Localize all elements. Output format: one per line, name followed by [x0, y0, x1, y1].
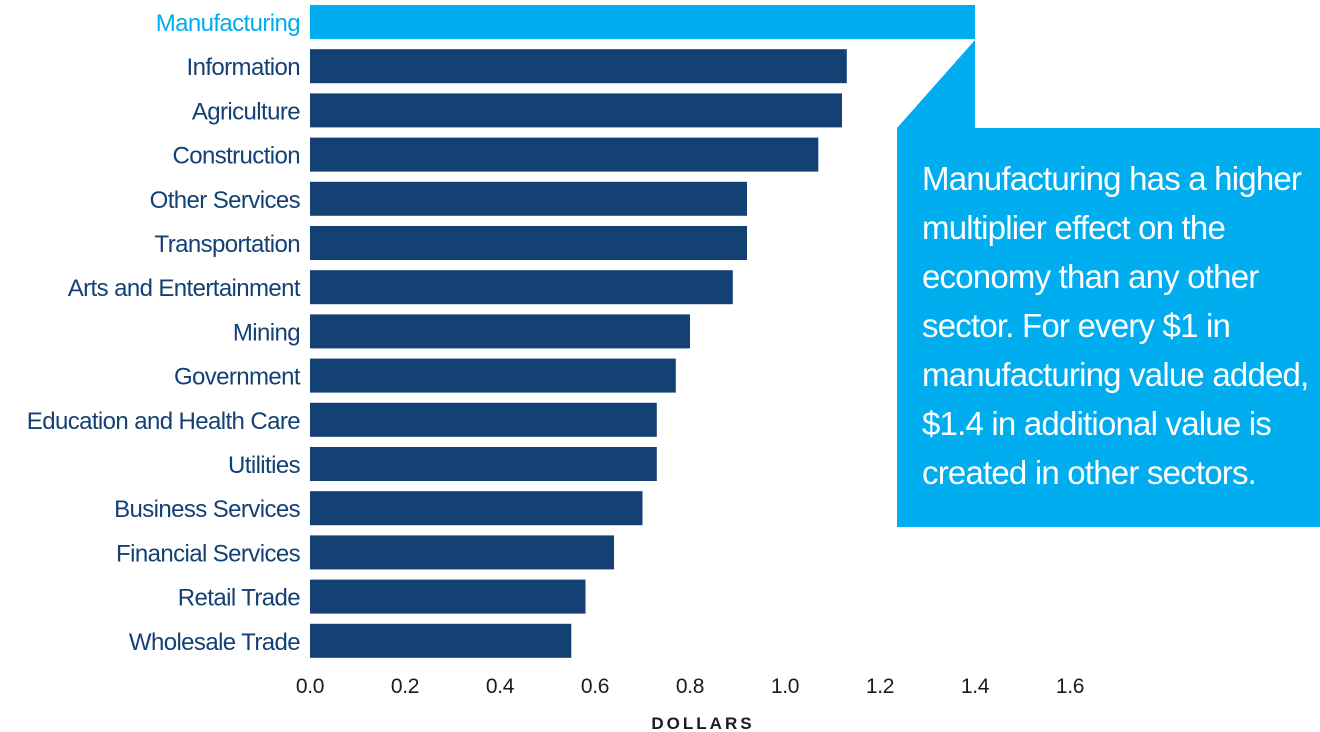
bar-construction — [310, 137, 819, 172]
category-label: Other Services — [150, 187, 301, 214]
category-label: Education and Health Care — [27, 408, 300, 435]
bar-arts-and-entertainment — [310, 270, 733, 305]
bar-manufacturing — [310, 5, 975, 39]
category-labels: Manufacturing Information Agriculture Const… — [27, 10, 302, 656]
callout-text: Manufacturing has a higher multiplier ef… — [922, 160, 1309, 491]
x-tick-label: 1.4 — [961, 675, 990, 698]
x-tick-label: 1.0 — [771, 675, 799, 698]
bar-agriculture — [310, 93, 842, 128]
bar-financial-services — [310, 535, 614, 570]
callout-box — [897, 40, 1320, 527]
category-label: Transportation — [155, 231, 300, 258]
bar-wholesale-trade — [310, 623, 572, 658]
category-label: Arts and Entertainment — [68, 275, 301, 302]
x-axis-title: DOLLARS — [651, 714, 754, 732]
x-tick-label: 0.2 — [391, 675, 419, 698]
category-label: Retail Trade — [178, 585, 300, 612]
bar-other-services — [310, 181, 747, 216]
x-tick-label: 1.6 — [1056, 675, 1084, 698]
bar-education-and-health-care — [310, 402, 657, 437]
category-label: Information — [187, 54, 300, 81]
bar-government — [310, 358, 676, 393]
x-tick-label: 0.8 — [676, 675, 704, 698]
category-label: Wholesale Trade — [129, 629, 300, 656]
bar-information — [310, 49, 847, 84]
bar-mining — [310, 314, 690, 349]
x-tick-label: 0.0 — [296, 675, 324, 698]
bar-transportation — [310, 226, 747, 260]
category-label: Business Services — [114, 496, 300, 523]
bar-utilities — [310, 447, 657, 481]
category-label: Financial Services — [116, 540, 301, 567]
category-label: Government — [174, 364, 301, 391]
bars — [310, 5, 975, 658]
x-tick-label: 0.6 — [581, 675, 609, 698]
x-axis-ticks: 0.0 0.2 0.4 0.6 0.8 1.0 1.2 1.4 1.6 — [296, 675, 1085, 698]
x-tick-label: 0.4 — [486, 675, 515, 698]
category-label: Utilities — [228, 452, 301, 479]
category-label: Agriculture — [192, 98, 300, 125]
bar-retail-trade — [310, 579, 586, 614]
x-tick-label: 1.2 — [866, 675, 894, 698]
category-label: Mining — [233, 319, 300, 346]
bar-business-services — [310, 491, 643, 526]
category-label: Manufacturing — [156, 10, 300, 37]
category-label: Construction — [172, 143, 300, 170]
